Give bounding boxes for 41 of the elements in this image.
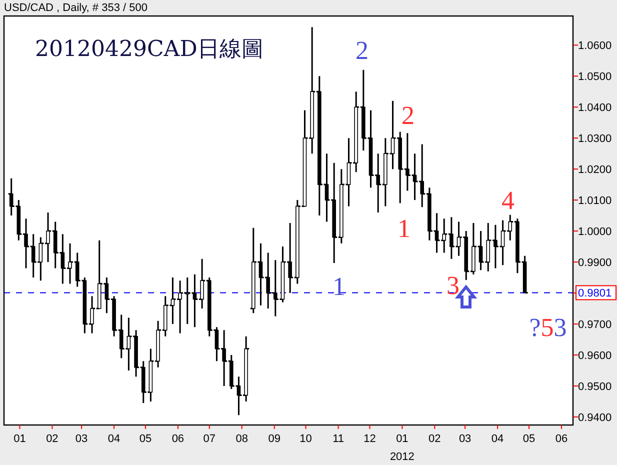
annotation: 2 — [402, 101, 414, 130]
x-tick-label: 09 — [268, 433, 280, 445]
x-tick-label: 02 — [46, 433, 58, 445]
y-tick-label: 0.9400 — [578, 412, 612, 424]
x-tick-label: 03 — [458, 433, 472, 445]
x-tick-label: 01 — [14, 433, 26, 445]
chart-subtitle: USD/CAD , Daily, # 353 / 500 — [4, 2, 148, 14]
x-tick-label: 04 — [108, 433, 120, 445]
x-tick-label: 08 — [236, 433, 248, 445]
x-axis-title: 2012 — [390, 451, 414, 463]
x-tick-label: 11 — [332, 433, 344, 445]
ref-line-label: 0.9801 — [578, 288, 612, 300]
y-tick-label: 0.9700 — [578, 318, 612, 331]
annotation: 2 — [356, 36, 368, 65]
x-tick-label: 06 — [172, 433, 184, 445]
x-tick-label: 01 — [396, 433, 408, 445]
annotation: 4 — [502, 186, 514, 215]
y-tick-label: 0.9900 — [578, 257, 612, 270]
x-tick-label: 07 — [203, 433, 216, 445]
y-tick-label: 1.0100 — [578, 195, 612, 208]
y-tick-label: 0.9600 — [578, 350, 612, 362]
x-tick-label: 05 — [522, 433, 536, 445]
y-tick-label: 1.0400 — [578, 102, 612, 114]
text: 20120429CAD日線圖 — [35, 37, 264, 62]
x-tick-label: 05 — [139, 433, 152, 445]
annotation: 3 — [446, 271, 460, 300]
annotation: 1 — [398, 214, 410, 243]
x-tick-label: 10 — [300, 433, 312, 445]
annotation: ?53 — [529, 313, 567, 342]
y-tick-label: 1.0600 — [578, 40, 612, 52]
y-tick-label: 1.0500 — [578, 71, 612, 84]
y-tick-label: 1.0200 — [578, 164, 612, 176]
x-tick-label: 06 — [555, 433, 568, 445]
x-tick-label: 02 — [428, 433, 441, 445]
x-tick-label: 04 — [491, 433, 504, 445]
y-tick-label: 1.0000 — [578, 226, 612, 238]
y-tick-label: 0.9500 — [578, 380, 612, 393]
annotation: 1 — [332, 272, 346, 301]
x-tick-label: 03 — [75, 433, 88, 445]
y-tick-label: 1.0300 — [578, 133, 612, 146]
x-tick-label: 12 — [364, 433, 376, 445]
